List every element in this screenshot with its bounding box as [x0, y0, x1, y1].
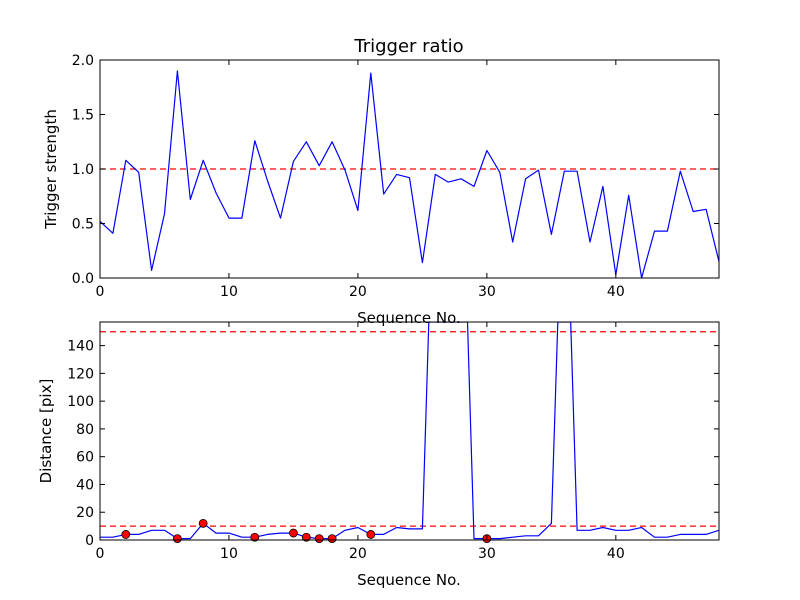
- y-tick-label: 80: [76, 422, 94, 438]
- y-tick-label: 140: [67, 339, 94, 355]
- plot-area: 0 10 20 30 40 0.0 0.5 1.0 1.5 2.0: [72, 53, 720, 300]
- x-tick-label: 10: [220, 546, 238, 562]
- x-tick-label: 30: [478, 546, 496, 562]
- data-point-marker: [289, 528, 298, 538]
- data-point-marker: [172, 534, 182, 544]
- plot-area: 0 10 20 30 40 0 20 40 60 80 100 120 140: [67, 321, 720, 562]
- x-tick-label: 40: [607, 546, 625, 562]
- y-tick-label: 120: [67, 366, 94, 382]
- x-tick-label: 0: [96, 546, 105, 562]
- x-axis-label: Sequence No.: [357, 571, 461, 589]
- y-tick-label: 1.0: [72, 162, 94, 178]
- x-tick-label: 30: [478, 284, 496, 300]
- y-tick-label: 100: [67, 394, 94, 410]
- y-tick-label: 1.5: [72, 108, 94, 124]
- data-point-marker: [366, 530, 376, 539]
- y-tick-label: 20: [76, 505, 94, 521]
- x-tick-label: 0: [96, 284, 105, 300]
- x-tick-label: 40: [607, 284, 625, 300]
- trigger-ratio-chart: Trigger ratio Sequence No. Trigger stren…: [42, 36, 720, 327]
- series-line: [100, 322, 719, 540]
- y-tick-label: 2.0: [72, 53, 94, 69]
- y-tick-label: 0.5: [72, 217, 94, 233]
- y-tick-label: 60: [76, 450, 94, 466]
- data-point-marker: [327, 534, 337, 544]
- x-tick-label: 10: [220, 284, 238, 300]
- x-tick-label: 20: [349, 284, 367, 300]
- y-tick-label: 0: [85, 533, 94, 549]
- chart-title: Trigger ratio: [353, 36, 463, 57]
- data-point-marker: [314, 534, 324, 544]
- y-axis-label: Distance [pix]: [37, 379, 55, 484]
- y-axis-label: Trigger strength: [42, 109, 60, 230]
- data-point-marker: [301, 532, 311, 542]
- x-tick-label: 20: [349, 546, 367, 562]
- distance-chart: Sequence No. Distance [pix] 0 10 20 30 40 0 20…: [37, 321, 720, 589]
- y-tick-label: 0.0: [72, 271, 94, 287]
- data-point-marker: [250, 532, 260, 542]
- y-tick-label: 40: [76, 477, 94, 493]
- data-point-marker: [121, 530, 131, 539]
- data-point-marker: [198, 518, 208, 528]
- plot-frame: [99, 321, 720, 541]
- x-axis-label: Sequence No.: [357, 309, 461, 327]
